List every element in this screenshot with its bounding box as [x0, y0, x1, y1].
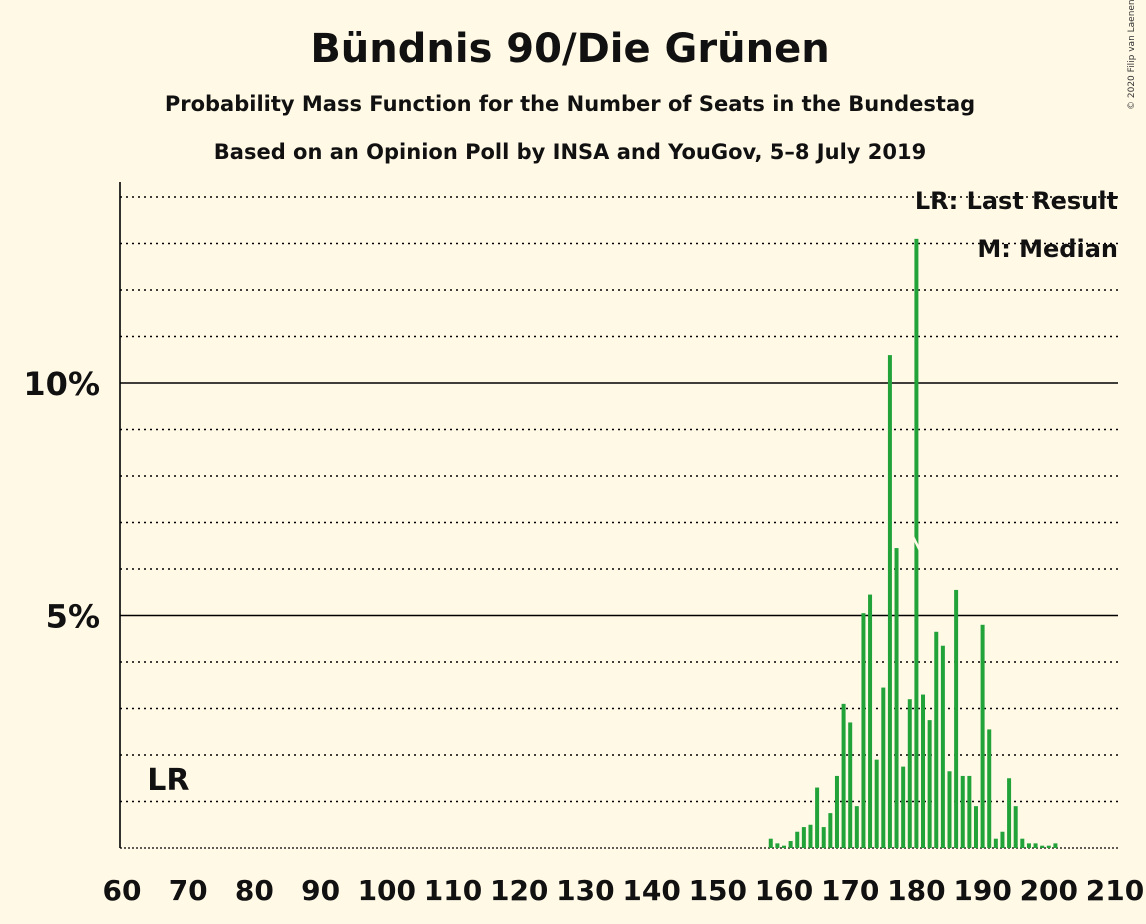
x-tick-label: 160 [755, 874, 813, 907]
x-tick-label: 60 [103, 874, 142, 907]
x-tick-label: 90 [301, 874, 340, 907]
bar [954, 589, 959, 848]
bar [993, 838, 998, 848]
x-tick-label: 120 [490, 874, 548, 907]
x-tick-label: 170 [821, 874, 879, 907]
bar [782, 845, 786, 848]
bar [987, 729, 992, 848]
bar [887, 355, 892, 848]
bar [861, 613, 866, 848]
x-tick-label: 150 [689, 874, 747, 907]
bar [1007, 778, 1012, 848]
bar [775, 843, 780, 848]
bar [841, 703, 846, 848]
x-tick-label: 130 [556, 874, 614, 907]
bar [947, 771, 952, 848]
y-tick-label: 5% [46, 598, 100, 636]
bar [1000, 831, 1005, 848]
bar [967, 775, 972, 848]
bar [973, 806, 978, 848]
x-tick-label: 80 [235, 874, 274, 907]
x-tick-label: 200 [1020, 874, 1078, 907]
bar [815, 787, 820, 848]
bar [1020, 838, 1025, 848]
bar [768, 838, 773, 848]
x-tick-label: 210 [1086, 874, 1144, 907]
bar [821, 827, 826, 848]
chart-subtitle-source: Based on an Opinion Poll by INSA and You… [213, 140, 927, 164]
x-tick-label: 100 [358, 874, 416, 907]
legend-entry: M: Median [977, 235, 1118, 263]
chart-subtitle: Probability Mass Function for the Number… [164, 92, 976, 116]
bar [1033, 843, 1038, 848]
bar [828, 813, 833, 848]
bar [901, 766, 906, 848]
bar [801, 827, 806, 848]
x-tick-label: 180 [887, 874, 945, 907]
bar [927, 720, 932, 848]
last-result-label: LR [147, 763, 189, 798]
bar [1046, 845, 1051, 848]
chart-title: Bündnis 90/Die Grünen [310, 26, 830, 72]
bar [848, 722, 853, 848]
x-tick-label: 190 [953, 874, 1011, 907]
legend-entry: LR: Last Result [915, 187, 1118, 215]
bar [934, 631, 939, 848]
bar [868, 594, 873, 848]
bar [980, 624, 985, 848]
bar [795, 831, 800, 848]
bar [1026, 843, 1031, 848]
bar [894, 548, 899, 848]
bar [881, 687, 886, 848]
bar [1053, 843, 1058, 848]
x-tick-label: 110 [424, 874, 482, 907]
bar [788, 841, 793, 848]
y-tick-label: 10% [23, 365, 100, 403]
bar [921, 694, 926, 848]
x-tick-label: 70 [169, 874, 208, 907]
bar [907, 699, 912, 848]
bar [854, 806, 859, 848]
bar [834, 775, 839, 848]
bar [940, 645, 945, 848]
bar [1013, 806, 1018, 848]
bar [874, 759, 879, 848]
x-tick-label: 140 [622, 874, 680, 907]
median-marker [911, 534, 922, 552]
bar [960, 775, 965, 848]
bar [808, 824, 813, 848]
bar [1040, 845, 1045, 848]
